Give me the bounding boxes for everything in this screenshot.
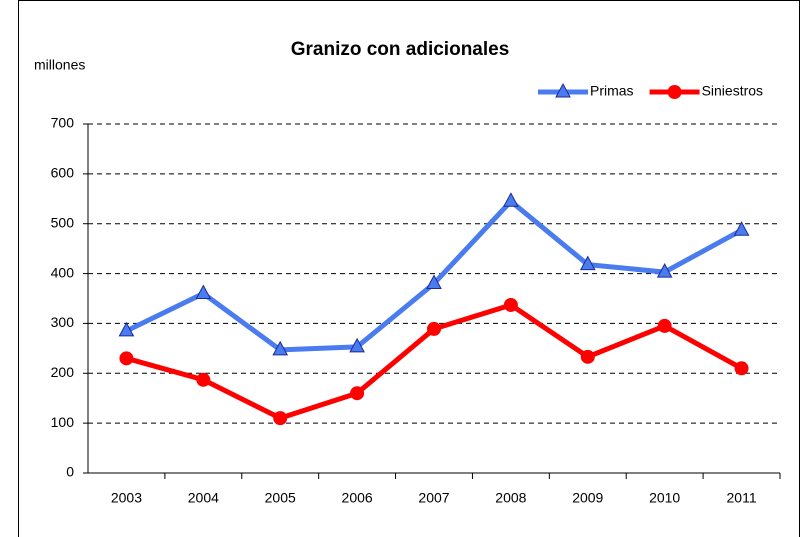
y-axis-label: millones bbox=[34, 57, 85, 73]
legend-marker bbox=[667, 85, 682, 99]
point bbox=[579, 255, 596, 271]
point bbox=[196, 372, 211, 387]
x-tick-label: 2005 bbox=[265, 490, 296, 506]
point bbox=[426, 274, 442, 290]
y-tick-label: 600 bbox=[51, 165, 75, 181]
x-tick-label: 2011 bbox=[727, 490, 757, 506]
point bbox=[503, 297, 518, 312]
x-tick-label: 2009 bbox=[572, 490, 603, 506]
y-tick-label: 300 bbox=[51, 314, 75, 330]
y-tick-label: 400 bbox=[51, 264, 75, 280]
point bbox=[427, 321, 441, 336]
point bbox=[195, 284, 212, 300]
point bbox=[656, 263, 673, 278]
x-tick-label: 2004 bbox=[188, 490, 219, 506]
x-tick-label: 2006 bbox=[342, 490, 373, 506]
legend-label: Siniestros bbox=[702, 83, 763, 99]
x-tick-label: 2007 bbox=[418, 490, 449, 506]
point bbox=[350, 386, 365, 401]
y-tick-label: 200 bbox=[51, 364, 75, 380]
point bbox=[734, 361, 749, 376]
y-tick-label: 100 bbox=[51, 414, 75, 430]
point bbox=[272, 340, 289, 356]
point bbox=[119, 351, 134, 366]
point bbox=[657, 318, 672, 333]
point bbox=[118, 321, 135, 337]
point bbox=[273, 411, 288, 426]
legend-marker bbox=[555, 82, 571, 98]
point bbox=[733, 221, 750, 236]
point bbox=[349, 337, 365, 353]
legend-label: Primas bbox=[590, 83, 634, 99]
x-tick-label: 2008 bbox=[495, 490, 526, 506]
chart-frame bbox=[18, 0, 800, 537]
point bbox=[580, 349, 595, 364]
x-tick-label: 2010 bbox=[649, 490, 680, 506]
chart-title: Granizo con adicionales bbox=[291, 39, 510, 60]
point bbox=[503, 192, 519, 207]
y-tick-label: 500 bbox=[51, 214, 75, 230]
y-tick-label: 0 bbox=[66, 464, 74, 480]
x-tick-label: 2003 bbox=[111, 490, 142, 506]
y-tick-label: 700 bbox=[51, 115, 75, 131]
